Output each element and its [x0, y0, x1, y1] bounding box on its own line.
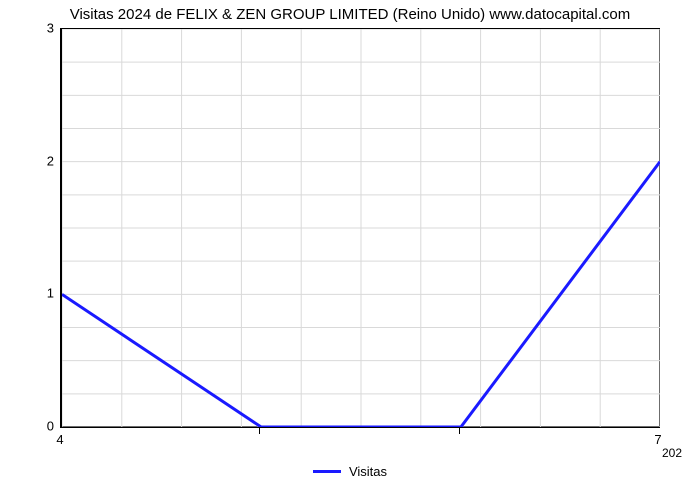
legend-item-visitas: Visitas	[313, 464, 387, 479]
chart-container: Visitas 2024 de FELIX & ZEN GROUP LIMITE…	[0, 0, 700, 500]
gridlines	[62, 29, 660, 427]
plot-area	[60, 28, 660, 428]
legend-label: Visitas	[349, 464, 387, 479]
y-tick-label: 1	[14, 286, 54, 301]
y-tick-label: 2	[14, 153, 54, 168]
x-minor-tick	[259, 428, 260, 434]
x-minor-tick	[459, 428, 460, 434]
legend: Visitas	[0, 460, 700, 479]
x-tick-label: 4	[56, 432, 63, 447]
x-axis-year-fragment: 202	[662, 446, 682, 460]
y-tick-label: 0	[14, 419, 54, 434]
x-tick-label: 7	[654, 432, 661, 447]
plot-svg	[62, 29, 660, 427]
legend-swatch	[313, 470, 341, 473]
y-tick-label: 3	[14, 21, 54, 36]
chart-title: Visitas 2024 de FELIX & ZEN GROUP LIMITE…	[0, 6, 700, 23]
